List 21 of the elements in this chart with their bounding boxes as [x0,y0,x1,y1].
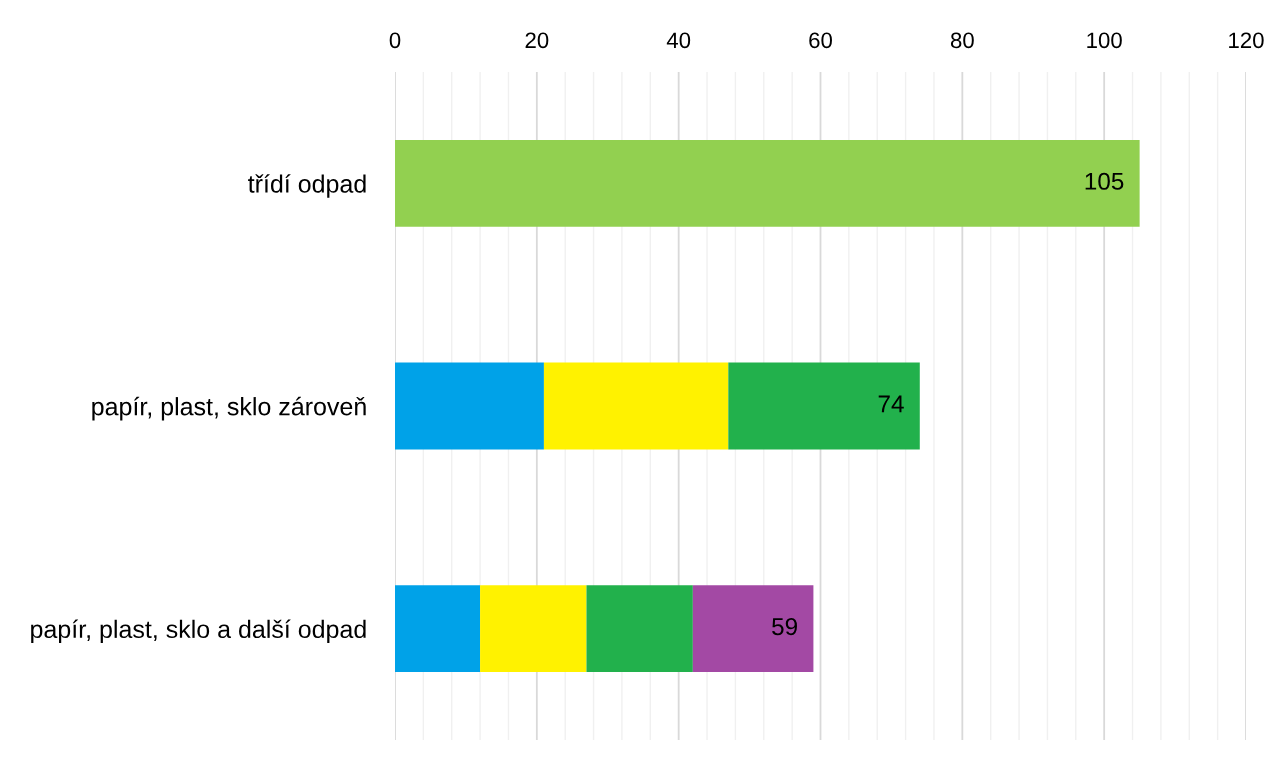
total-label: 59 [772,617,797,636]
x-tick-label: 80 [950,32,974,49]
x-tick-label: 20 [525,32,549,49]
x-tick-label: 40 [666,32,691,49]
total-label: 74 [878,395,904,413]
bar [395,585,481,673]
x-tick-label: 100 [1087,32,1122,49]
bar [728,362,920,450]
total-label: 105 [1085,172,1124,190]
x-tick-label: 60 [809,32,832,49]
bar [692,585,814,673]
x-tick-label: 120 [1229,32,1264,49]
bar [586,585,693,673]
x-tick-label: 0 [389,32,401,49]
bar [543,362,729,450]
y-tick-label: papír, plast, sklo a další odpad [31,619,366,644]
y-tick-label: třídí odpad [248,174,366,198]
bar [480,585,587,673]
y-tick-label: papír, plast, sklo zároveň [92,396,366,421]
bar [395,362,544,450]
bar [395,139,1140,227]
